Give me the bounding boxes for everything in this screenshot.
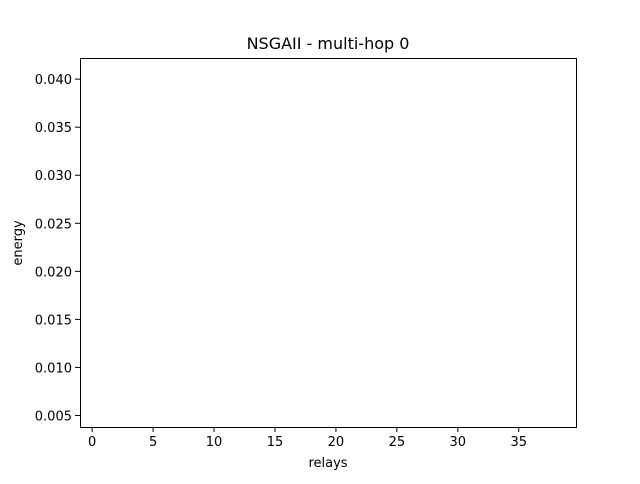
x-tick-label: 35 — [510, 435, 527, 450]
x-tick-label: 15 — [267, 435, 284, 450]
x-tick-label: 20 — [328, 435, 345, 450]
x-tick-label: 30 — [450, 435, 467, 450]
y-axis-label: energy — [11, 220, 26, 266]
chart-title: NSGAII - multi-hop 0 — [247, 34, 410, 53]
y-tick-label: 0.025 — [35, 217, 72, 232]
y-tick-label: 0.040 — [35, 73, 72, 88]
x-tick-label: 0 — [88, 435, 96, 450]
y-tick-label: 0.035 — [35, 121, 72, 136]
x-tick-label: 5 — [149, 435, 157, 450]
y-tick-label: 0.010 — [35, 361, 72, 376]
x-tick-label: 10 — [206, 435, 223, 450]
x-tick-label: 25 — [389, 435, 406, 450]
y-tick-label: 0.005 — [35, 409, 72, 424]
y-tick-label: 0.015 — [35, 313, 72, 328]
y-tick-label: 0.030 — [35, 169, 72, 184]
x-axis-label: relays — [308, 456, 347, 471]
y-tick-label: 0.020 — [35, 265, 72, 280]
